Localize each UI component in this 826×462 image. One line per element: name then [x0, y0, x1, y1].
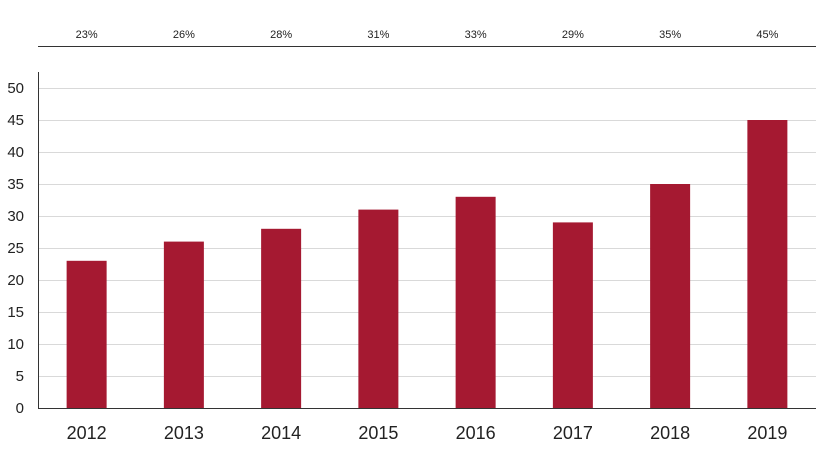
x-tick-label: 2019: [747, 423, 787, 443]
y-tick-label: 20: [7, 272, 24, 289]
y-tick-label: 50: [7, 80, 24, 97]
bar-2017: [552, 222, 593, 408]
bar-2013: [163, 241, 204, 408]
x-axis-labels: 2012 2013 2014 2015 2016 2017 2018 2019: [67, 423, 788, 443]
x-tick-label: 2013: [164, 423, 204, 443]
y-tick-label: 10: [7, 336, 24, 353]
bar-2018: [650, 184, 691, 408]
bars: [66, 120, 788, 408]
y-tick-label: 40: [7, 144, 24, 161]
x-tick-label: 2017: [553, 423, 593, 443]
bar-2014: [261, 228, 302, 408]
y-tick-label: 35: [7, 176, 24, 193]
percent-label: 28%: [270, 29, 292, 41]
x-tick-label: 2012: [67, 423, 107, 443]
bar-2016: [455, 196, 496, 408]
x-tick-label: 2014: [261, 423, 301, 443]
bar-2012: [66, 260, 107, 408]
y-tick-label: 5: [16, 368, 24, 385]
x-tick-label: 2016: [456, 423, 496, 443]
x-tick-label: 2018: [650, 423, 690, 443]
y-tick-label: 15: [7, 304, 24, 321]
percent-label: 33%: [465, 29, 487, 41]
percent-label: 29%: [562, 29, 584, 41]
bar-2015: [358, 209, 399, 408]
y-tick-label: 30: [7, 208, 24, 225]
percent-label: 26%: [173, 29, 195, 41]
x-tick-label: 2015: [358, 423, 398, 443]
percent-labels: 23% 26% 28% 31% 33% 29% 35% 45%: [76, 29, 779, 41]
percent-label: 23%: [76, 29, 98, 41]
percent-label: 35%: [659, 29, 681, 41]
percent-label: 45%: [756, 29, 778, 41]
y-axis-ticks: 0 5 10 15 20 25 30 35 40 45 50: [7, 80, 24, 417]
gridlines: [38, 88, 816, 377]
y-tick-label: 25: [7, 240, 24, 257]
percent-label: 31%: [367, 29, 389, 41]
y-tick-label: 45: [7, 112, 24, 129]
y-tick-label: 0: [16, 400, 24, 417]
bar-2019: [747, 120, 788, 408]
